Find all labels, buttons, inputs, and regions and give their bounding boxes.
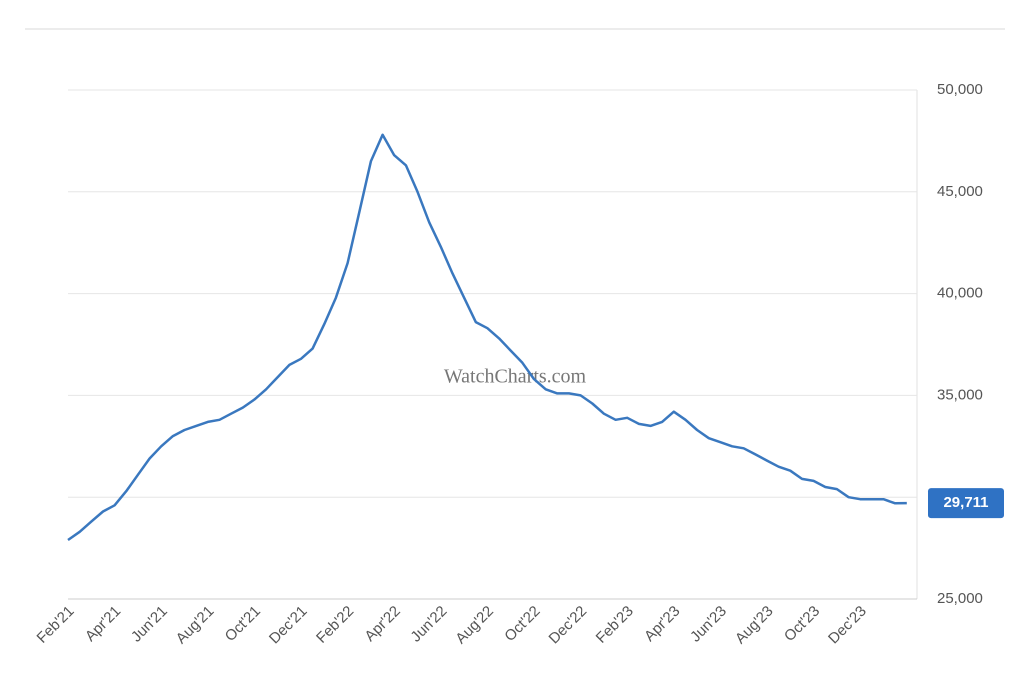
x-tick-label: Oct'23 xyxy=(781,603,823,645)
y-tick-label: 25,000 xyxy=(937,590,983,607)
x-tick-label: Jun'22 xyxy=(407,603,450,646)
y-tick-label: 35,000 xyxy=(937,386,983,403)
x-tick-label: Jun'21 xyxy=(128,603,171,646)
y-tick-label: 50,000 xyxy=(937,81,983,98)
y-tick-label: 45,000 xyxy=(937,183,983,200)
x-tick-label: Aug'21 xyxy=(173,603,218,648)
x-tick-label: Dec'23 xyxy=(825,603,870,648)
x-tick-label: Apr'21 xyxy=(82,603,124,645)
current-label: 29,711 xyxy=(943,494,988,511)
x-tick-label: Jun'23 xyxy=(687,603,730,646)
x-tick-label: Oct'22 xyxy=(501,603,543,645)
x-tick-label: Apr'23 xyxy=(641,603,683,645)
x-tick-label: Aug'22 xyxy=(452,603,497,648)
x-tick-label: Aug'23 xyxy=(732,603,777,648)
x-tick-label: Feb'23 xyxy=(593,603,637,647)
x-tick-label: Apr'22 xyxy=(361,603,403,645)
x-tick-label: Feb'22 xyxy=(313,603,357,647)
y-tick-label: 40,000 xyxy=(937,285,983,302)
x-tick-label: Feb'21 xyxy=(34,603,78,647)
price-line xyxy=(67,133,907,542)
x-tick-label: Dec'21 xyxy=(266,603,311,648)
x-tick-label: Oct'21 xyxy=(222,603,264,645)
watermark: WatchCharts.com xyxy=(444,366,587,388)
current-badge xyxy=(928,488,1004,519)
x-tick-label: Dec'22 xyxy=(546,603,591,648)
